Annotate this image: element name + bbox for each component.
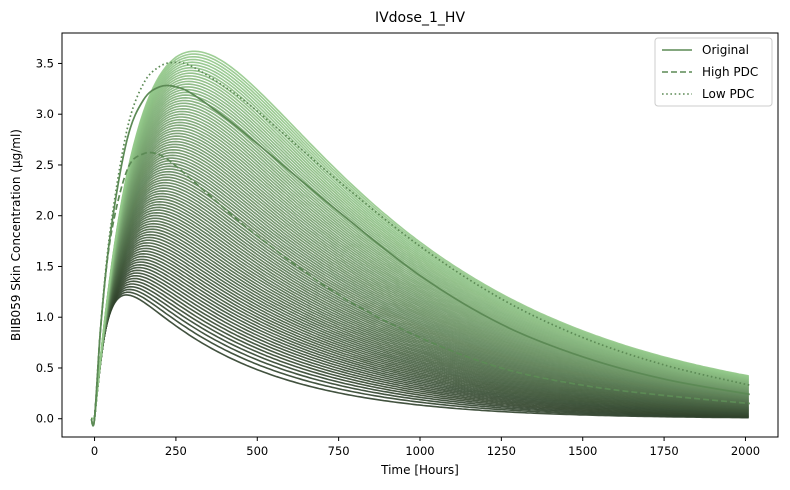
y-tick-label: 2.5 <box>36 158 54 172</box>
y-tick-label: 2.0 <box>36 209 54 223</box>
curve-band <box>91 50 749 420</box>
series-lines <box>90 61 750 427</box>
band-curve <box>91 294 749 420</box>
band-curve <box>91 50 749 420</box>
x-tick-label: 0 <box>91 444 98 458</box>
y-tick-label: 0.5 <box>36 361 54 375</box>
y-tick-label: 3.5 <box>36 56 54 70</box>
x-tick-label: 1500 <box>568 444 597 458</box>
chart-title: IVdose_1_HV <box>375 10 466 26</box>
y-axis-ticks: 0.0 0.5 1.0 1.5 2.0 2.5 3.0 3.5 <box>36 56 62 426</box>
x-axis-label: Time [Hours] <box>380 463 459 477</box>
legend-label-low-pdc: Low PDC <box>702 87 754 101</box>
x-axis-ticks: 0 250 500 750 1000 1250 1500 1750 2000 <box>91 437 760 458</box>
x-tick-label: 2000 <box>731 444 760 458</box>
band-curve <box>91 280 749 420</box>
x-tick-label: 1750 <box>649 444 678 458</box>
y-axis-label: BIIB059 Skin Concentration (µg/ml) <box>9 129 23 341</box>
y-tick-label: 1.5 <box>36 259 54 273</box>
band-curve <box>91 288 749 420</box>
series-line-high-pdc <box>90 151 750 427</box>
y-tick-label: 0.0 <box>36 412 54 426</box>
legend-label-high-pdc: High PDC <box>702 65 758 79</box>
band-curve <box>91 283 749 420</box>
legend: Original High PDC Low PDC <box>654 37 773 107</box>
legend-label-original: Original <box>702 43 749 57</box>
x-tick-label: 750 <box>328 444 350 458</box>
x-tick-label: 250 <box>165 444 187 458</box>
band-curve <box>91 285 749 420</box>
band-curve <box>91 291 749 420</box>
x-tick-label: 1000 <box>405 444 434 458</box>
x-tick-label: 500 <box>246 444 268 458</box>
legend-box <box>654 37 773 107</box>
y-tick-label: 3.0 <box>36 107 54 121</box>
x-tick-label: 1250 <box>487 444 516 458</box>
band-curve <box>91 277 749 420</box>
y-tick-label: 1.0 <box>36 310 54 324</box>
